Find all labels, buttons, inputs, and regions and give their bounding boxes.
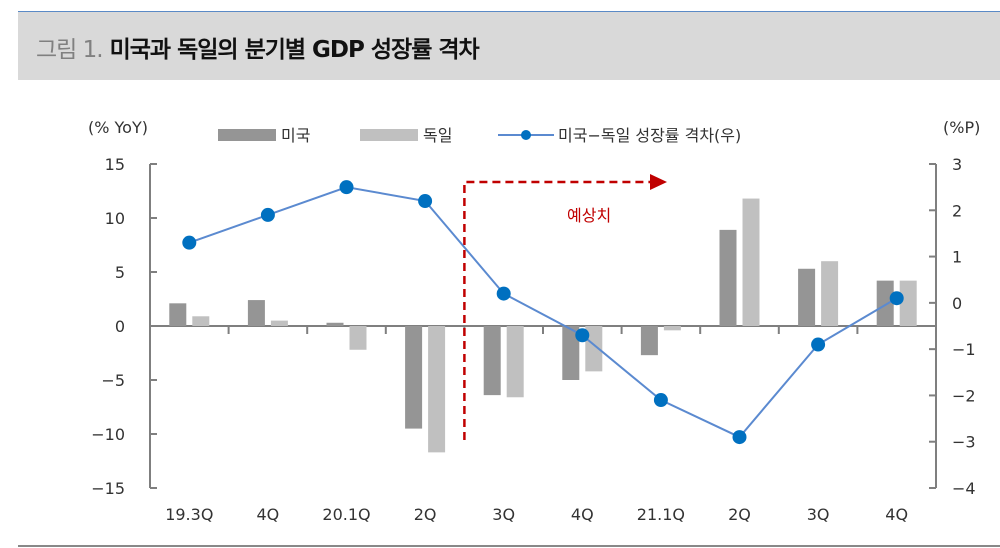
bar-germany [506, 326, 524, 398]
bar-us [405, 326, 423, 429]
right-axis-label: (%P) [943, 118, 980, 137]
left-tick-label: 10 [105, 209, 125, 228]
figure-title-text: 미국과 독일의 분기별 GDP 성장률 격차 [109, 37, 480, 63]
category-label: 21.1Q [637, 505, 685, 524]
bar-us [798, 268, 816, 326]
right-tick-label: 2 [952, 201, 962, 220]
category-label: 3Q [492, 505, 515, 524]
category-label: 3Q [807, 505, 830, 524]
forecast-annotation: 예상치 [567, 206, 611, 225]
bar-germany [899, 280, 917, 326]
legend-label-de: 독일 [423, 126, 452, 145]
gap-point [653, 393, 668, 408]
category-label: 2Q [414, 505, 437, 524]
bar-us [876, 280, 894, 326]
bar-us [562, 326, 580, 380]
gap-point [575, 328, 590, 343]
bar-us [719, 229, 737, 326]
legend-swatch-us [218, 129, 276, 141]
right-tick-label: −3 [952, 433, 976, 452]
legend: 미국 독일 미국−독일 성장률 격차(우) [218, 126, 741, 145]
bar-us [483, 326, 501, 396]
bar-us [169, 303, 187, 326]
bar-us [640, 326, 658, 356]
legend-label-us: 미국 [281, 126, 310, 145]
bar-germany [821, 261, 839, 326]
bar-germany [663, 326, 681, 331]
bar-germany [270, 320, 288, 326]
left-axis-label: (% YoY) [88, 118, 148, 137]
bar-us [247, 300, 265, 326]
gap-point [260, 207, 275, 222]
gap-point [811, 337, 826, 352]
gap-point [732, 430, 747, 445]
category-label: 2Q [728, 505, 751, 524]
gap-point [889, 291, 904, 306]
bar-germany [192, 316, 210, 326]
category-label: 4Q [257, 505, 280, 524]
figure-number: 그림 1. [36, 37, 104, 63]
figure-title: 그림 1. 미국과 독일의 분기별 GDP 성장률 격차 [36, 30, 480, 64]
right-tick-label: −2 [952, 386, 976, 405]
gap-point [496, 286, 511, 301]
right-tick-label: −4 [952, 479, 976, 498]
gap-line [188, 186, 898, 439]
category-label: 4Q [571, 505, 594, 524]
left-tick-label: −15 [91, 479, 125, 498]
left-tick-label: −5 [101, 371, 125, 390]
category-label: 20.1Q [322, 505, 370, 524]
left-tick-label: 15 [105, 155, 125, 174]
bar-us [326, 322, 344, 326]
left-tick-label: −10 [91, 425, 125, 444]
left-tick-label: 5 [115, 263, 125, 282]
bar-germany [349, 326, 367, 350]
right-tick-label: 1 [952, 248, 962, 267]
top-rule [18, 11, 1000, 12]
right-tick-label: −1 [952, 340, 976, 359]
bar-germany [742, 198, 760, 326]
legend-marker-gap [521, 130, 531, 140]
legend-label-gap: 미국−독일 성장률 격차(우) [558, 126, 741, 145]
forecast-arrow-icon [650, 174, 667, 190]
bar-germany [585, 326, 603, 372]
category-label: 19.3Q [165, 505, 213, 524]
category-label: 4Q [885, 505, 908, 524]
bottom-rule [18, 545, 1000, 547]
right-tick-label: 3 [952, 155, 962, 174]
gap-point [339, 180, 354, 195]
gap-point [182, 235, 197, 250]
legend-swatch-de [360, 129, 418, 141]
forecast-dashed-line [463, 180, 650, 440]
title-bar [18, 12, 1000, 80]
right-tick-label: 0 [952, 294, 962, 313]
gap-point [418, 194, 433, 209]
left-tick-label: 0 [115, 317, 125, 336]
bar-germany [428, 326, 446, 453]
